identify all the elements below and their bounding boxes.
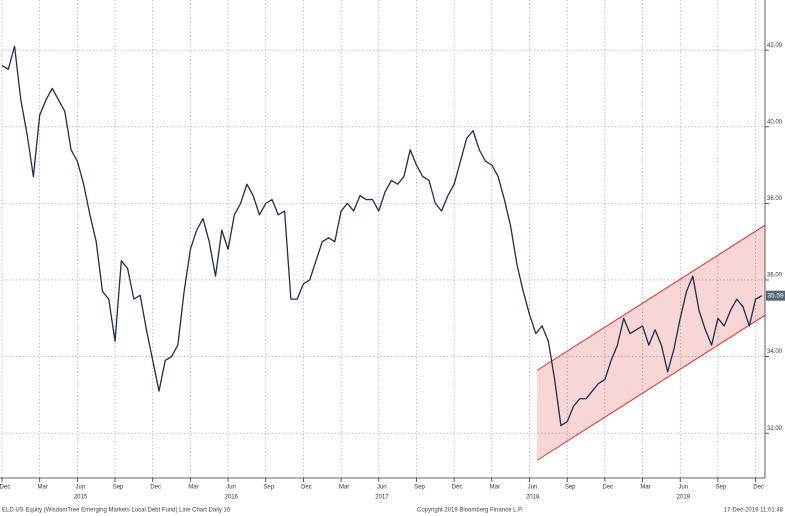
x-tick-label: Mar [640, 485, 650, 491]
y-tick-label: 38.00 [767, 196, 783, 202]
x-tick-label: Dec [0, 485, 10, 491]
last-price-box [766, 290, 785, 301]
x-tick-label: Dec [753, 485, 764, 491]
footer-right: 17-Dec-2019 11:01:48 [724, 508, 784, 514]
x-tick-label: Sep [565, 485, 576, 491]
price-line [1, 45, 763, 427]
x-tick-label: Jun [226, 485, 236, 491]
x-tick-label: Jun [76, 485, 86, 491]
y-tick-label: 40.00 [767, 119, 783, 125]
x-tick-label: Jun [678, 485, 688, 491]
x-tick-label: Dec [301, 485, 312, 491]
year-label: 2016 [225, 495, 239, 501]
footer-left: ELD US Equity (WisdomTree Emerging Marke… [2, 508, 231, 514]
year-label: 2017 [375, 495, 389, 501]
y-tick-label: 36.00 [767, 273, 783, 279]
x-tick-label: Mar [339, 485, 349, 491]
x-tick-label: Mar [38, 485, 48, 491]
x-tick-label: Jun [377, 485, 387, 491]
channel-fill [537, 225, 765, 461]
channel-upper [536, 224, 766, 371]
year-label: 2019 [677, 495, 691, 501]
footer-center: Copyright 2019 Bloomberg Finance L.P. [417, 508, 523, 514]
y-tick-label: 42.00 [767, 43, 783, 49]
channel-lower [536, 314, 766, 461]
y-tick-label: 32.00 [767, 426, 783, 432]
x-tick-label: Dec [603, 485, 614, 491]
year-label: 2015 [74, 495, 88, 501]
y-tick-label: 34.00 [767, 349, 783, 355]
x-tick-label: Dec [452, 485, 463, 491]
x-tick-label: Mar [188, 485, 198, 491]
x-tick-label: Jun [528, 485, 538, 491]
year-label: 2018 [526, 495, 540, 501]
x-tick-label: Mar [490, 485, 500, 491]
x-tick-label: Sep [263, 485, 274, 491]
x-tick-label: Sep [113, 485, 124, 491]
last-price-label: 35.59 [767, 292, 784, 299]
x-tick-label: Sep [414, 485, 425, 491]
x-tick-label: Dec [150, 485, 161, 491]
x-tick-label: Sep [716, 485, 727, 491]
